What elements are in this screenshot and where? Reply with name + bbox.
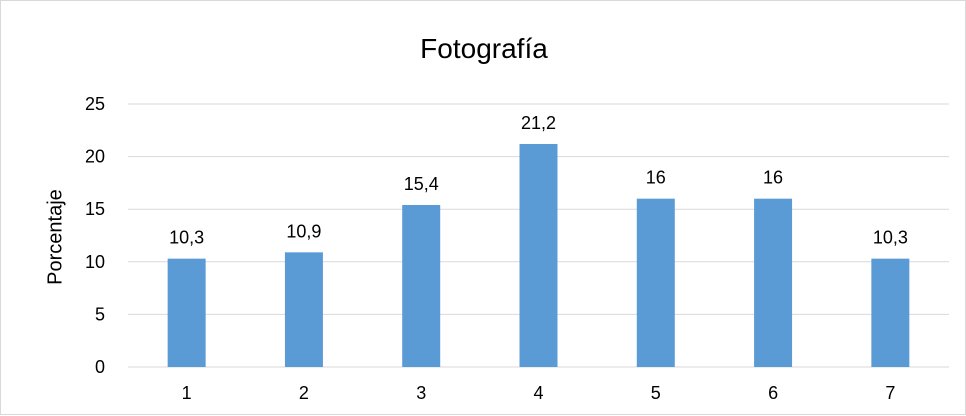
bar	[167, 258, 206, 367]
y-tick-label: 5	[95, 304, 105, 324]
y-tick-label: 15	[85, 199, 105, 219]
bar	[402, 204, 441, 367]
x-tick-label: 3	[416, 383, 426, 403]
x-tick-label: 7	[885, 383, 895, 403]
y-tick-label: 0	[95, 357, 105, 377]
bar	[284, 252, 323, 367]
x-tick-label: 2	[299, 383, 309, 403]
data-label: 10,9	[286, 221, 321, 241]
data-label: 21,2	[521, 113, 556, 133]
y-tick-label: 20	[85, 147, 105, 167]
bar	[871, 258, 910, 367]
x-tick-label: 1	[182, 383, 192, 403]
data-label: 10,3	[873, 228, 908, 248]
x-tick-label: 5	[651, 383, 661, 403]
data-label: 16	[646, 168, 666, 188]
bar	[636, 198, 675, 367]
x-tick-label: 4	[533, 383, 543, 403]
bar	[754, 198, 793, 367]
data-label: 16	[763, 168, 783, 188]
y-tick-label: 25	[85, 94, 105, 114]
data-label: 15,4	[404, 174, 439, 194]
chart-title: Fotografía	[420, 33, 548, 64]
bar	[519, 143, 558, 367]
data-label: 10,3	[169, 228, 204, 248]
y-tick-label: 10	[85, 252, 105, 272]
x-tick-label: 6	[768, 383, 778, 403]
